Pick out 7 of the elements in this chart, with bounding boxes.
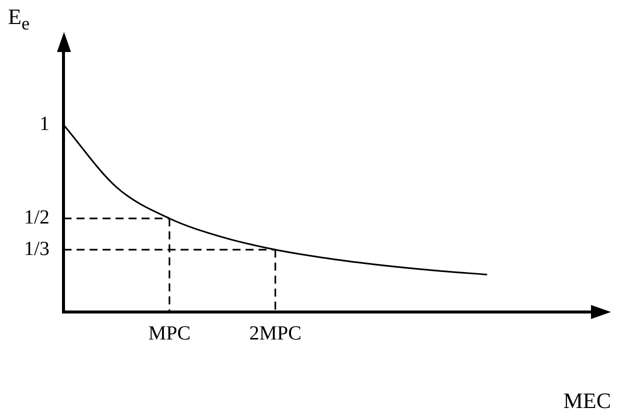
x-axis-title: MEC [563,388,611,414]
y-tick-label: 1/3 [24,238,50,260]
y-tick-label: 1/2 [24,206,50,229]
y-tick-label: 1 [40,113,50,136]
x-tick-label: MPC [148,322,191,344]
x-tick-label: 2MPC [249,322,302,344]
y-axis-title: E$_{e}$ [8,4,30,34]
